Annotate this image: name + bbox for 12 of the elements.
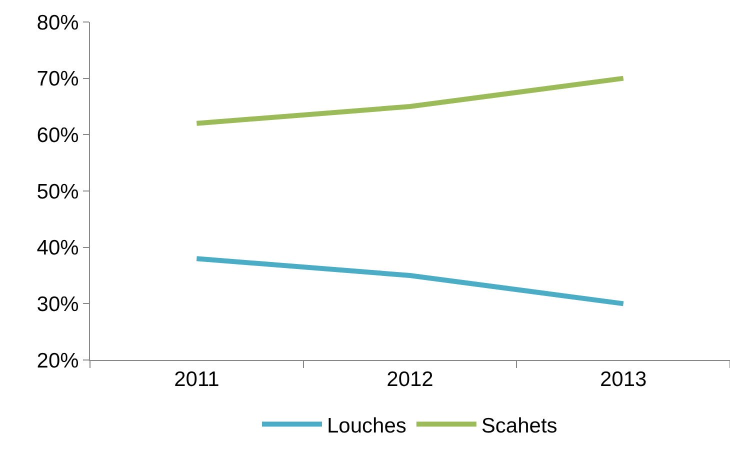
x-tick-label: 2011 <box>174 368 220 392</box>
x-tick-label: 2013 <box>600 368 647 392</box>
legend-label: Louches <box>327 414 406 438</box>
y-tick-label: 40% <box>36 236 79 260</box>
y-tick-label: 50% <box>36 180 79 204</box>
legend-label: Scahets <box>481 414 558 438</box>
y-tick-label: 70% <box>36 68 79 91</box>
y-tick-label: 20% <box>36 349 79 372</box>
x-tick-label: 2012 <box>386 368 434 392</box>
y-tick-label: 60% <box>36 124 79 148</box>
y-tick-label: 80% <box>36 11 79 34</box>
y-tick-label: 30% <box>36 293 79 316</box>
